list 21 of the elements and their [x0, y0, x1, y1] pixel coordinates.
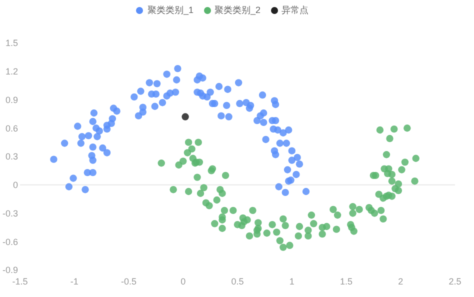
y-tick-label: 0 [12, 180, 18, 190]
y-tick-label: -0.3 [2, 208, 18, 218]
x-tick-label: 1 [289, 276, 294, 286]
x-tick-label: 2.5 [448, 276, 462, 286]
y-tick-label: 0.3 [5, 152, 18, 162]
y-tick-label: 1.2 [5, 66, 18, 77]
x-tick-label: 0 [180, 276, 186, 286]
y-tick-label: 0.6 [5, 123, 18, 134]
x-tick-label: 2 [398, 276, 404, 286]
legend-label: 聚类类别_1 [147, 5, 194, 15]
x-tick-label: 1.5 [340, 276, 353, 286]
x-tick-label: -1 [70, 276, 78, 286]
y-tick-label: 1.5 [5, 38, 18, 48]
legend-label: 异常点 [282, 5, 309, 15]
y-tick-label: -0.9 [2, 265, 18, 276]
y-tick-label: -0.6 [2, 236, 18, 247]
x-tick-label: -1.5 [12, 276, 28, 286]
x-tick-label: 0.5 [231, 276, 244, 286]
x-tick-label: -0.5 [120, 276, 137, 286]
y-tick-label: 0.9 [5, 94, 18, 105]
legend-label: 聚类类别_2 [214, 5, 261, 15]
